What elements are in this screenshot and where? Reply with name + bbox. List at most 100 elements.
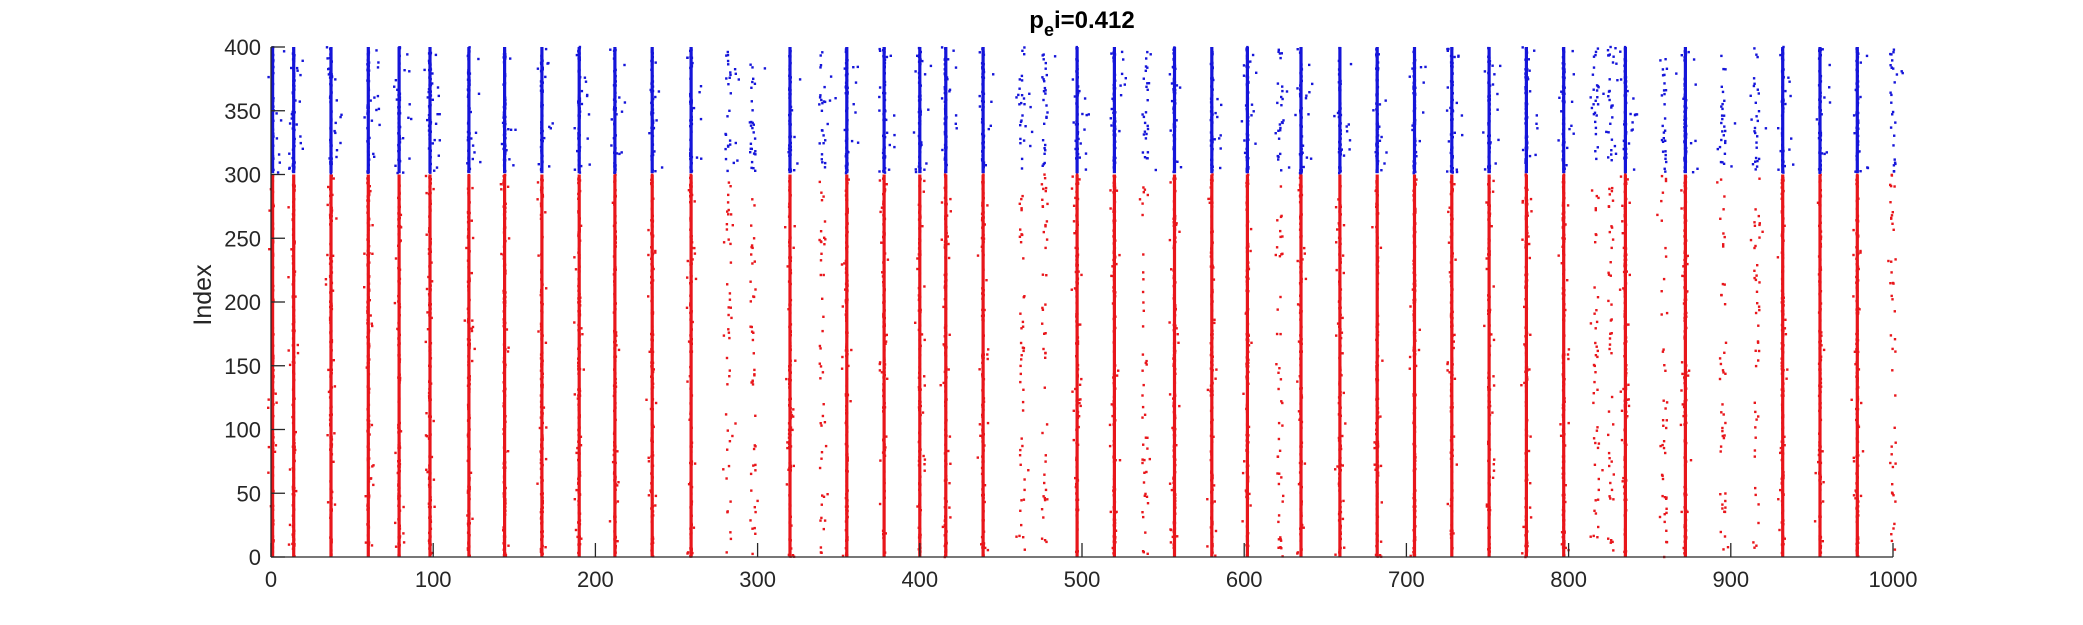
spike-dot-inhibitory <box>819 64 823 67</box>
spike-dot-inhibitory <box>1044 92 1047 95</box>
spike-dot-inhibitory <box>288 122 292 125</box>
spike-dot-inhibitory <box>408 103 411 106</box>
spike-dot-inhibitory <box>727 145 730 148</box>
spike-dot-excitatory <box>1019 241 1023 244</box>
spike-dot-excitatory <box>545 426 548 429</box>
spike-dot-inhibitory <box>724 147 727 151</box>
spike-dot-excitatory <box>823 220 827 223</box>
spike-dot-excitatory <box>470 219 473 222</box>
spike-dot-excitatory <box>1018 454 1022 457</box>
spike-dot-excitatory <box>396 327 399 331</box>
spike-dot-excitatory <box>424 174 428 178</box>
spike-dot-inhibitory <box>1020 157 1024 161</box>
spike-dot-excitatory <box>884 340 888 343</box>
spike-dot-excitatory <box>371 465 374 468</box>
spike-dot-excitatory <box>749 472 753 476</box>
spike-dot-excitatory <box>274 444 278 447</box>
spike-dot-excitatory <box>987 348 990 351</box>
spike-dot-excitatory <box>983 223 986 226</box>
spike-dot-inhibitory <box>584 80 588 83</box>
spike-dot-inhibitory <box>726 59 730 63</box>
spike-dot-inhibitory <box>373 96 376 99</box>
spike-dot-excitatory <box>1019 341 1023 345</box>
spike-dot-inhibitory <box>796 162 799 165</box>
spike-dot-inhibitory <box>660 166 664 169</box>
spike-dot-excitatory <box>819 273 822 277</box>
spike-dot-inhibitory <box>1043 152 1046 155</box>
spike-dot-excitatory <box>647 228 650 232</box>
spike-dot-excitatory <box>576 446 579 450</box>
spike-dot-excitatory <box>751 527 754 530</box>
spike-dot-inhibitory <box>290 112 294 116</box>
spike-dot-excitatory <box>878 179 882 182</box>
spike-dot-excitatory <box>728 298 732 301</box>
spike-dot-inhibitory <box>728 139 732 142</box>
spike-dot-excitatory <box>1044 303 1047 306</box>
spike-dot-inhibitory <box>431 142 434 145</box>
spike-dot-excitatory <box>840 367 844 370</box>
spike-dot-excitatory <box>914 321 917 324</box>
spike-dot-excitatory <box>820 191 823 194</box>
spike-dot-excitatory <box>754 463 757 467</box>
spike-dot-inhibitory <box>282 50 286 53</box>
spike-dot-inhibitory <box>954 122 957 125</box>
spike-dot-excitatory <box>880 206 884 209</box>
spike-dot-excitatory <box>1020 207 1023 210</box>
spike-dot-excitatory <box>947 242 950 246</box>
spike-dot-excitatory <box>1044 460 1047 463</box>
spike-dot-excitatory <box>1043 498 1047 502</box>
spike-dot-excitatory <box>1043 177 1047 180</box>
spike-dot-inhibitory <box>725 77 728 80</box>
spike-dot-excitatory <box>819 365 823 368</box>
spike-dot-excitatory <box>986 421 990 425</box>
spike-dot-inhibitory <box>893 145 896 149</box>
spike-dot-excitatory <box>1023 295 1026 298</box>
spike-dot-excitatory <box>751 383 755 386</box>
spike-dot-inhibitory <box>623 101 627 104</box>
spike-dot-excitatory <box>1015 535 1018 538</box>
spike-dot-excitatory <box>942 305 945 309</box>
spike-dot-excitatory <box>754 414 757 417</box>
spike-dot-inhibitory <box>1085 113 1088 117</box>
spike-dot-excitatory <box>752 352 755 355</box>
spike-dot-excitatory <box>1045 274 1048 277</box>
spike-dot-inhibitory <box>548 125 551 129</box>
spike-dot-excitatory <box>730 316 733 320</box>
spike-dot-excitatory <box>942 343 945 346</box>
spike-dot-inhibitory <box>793 169 796 172</box>
spike-dot-excitatory <box>686 276 689 279</box>
spike-dot-inhibitory <box>1087 113 1090 116</box>
spike-dot-excitatory <box>426 311 429 314</box>
spike-dot-inhibitory <box>623 63 626 67</box>
spike-dot-inhibitory <box>1044 89 1047 92</box>
spike-dot-excitatory <box>824 238 827 241</box>
spike-dot-excitatory <box>727 181 731 184</box>
spike-dot-excitatory <box>751 198 754 201</box>
spike-dot-excitatory <box>878 369 882 372</box>
spike-dot-excitatory <box>426 470 429 474</box>
spike-dot-excitatory <box>617 481 620 484</box>
spike-dot-excitatory <box>785 483 789 486</box>
spike-dot-excitatory <box>324 283 328 286</box>
spike-dot-inhibitory <box>275 112 278 115</box>
spike-dot-excitatory <box>729 185 732 188</box>
spike-dot-inhibitory <box>620 110 624 113</box>
spike-dot-excitatory <box>371 224 374 227</box>
spike-dot-inhibitory <box>1046 111 1049 114</box>
spike-dot-inhibitory <box>726 53 730 57</box>
spike-dot-excitatory <box>886 377 889 380</box>
spike-dot-excitatory <box>820 503 823 506</box>
spike-dot-inhibitory <box>1084 152 1088 155</box>
spike-dot-excitatory <box>826 493 829 496</box>
spike-dot-inhibitory <box>410 117 413 121</box>
spike-dot-excitatory <box>371 252 374 255</box>
spike-dot-inhibitory <box>1017 93 1020 97</box>
spike-dot-inhibitory <box>580 89 584 93</box>
spike-dot-inhibitory <box>856 65 859 69</box>
spike-dot-inhibitory <box>295 123 298 126</box>
spike-dot-excitatory <box>1023 548 1026 551</box>
spike-dot-excitatory <box>617 348 621 352</box>
spike-dot-inhibitory <box>798 78 802 81</box>
spike-dot-excitatory <box>923 458 927 461</box>
spike-dot-inhibitory <box>1020 167 1024 170</box>
